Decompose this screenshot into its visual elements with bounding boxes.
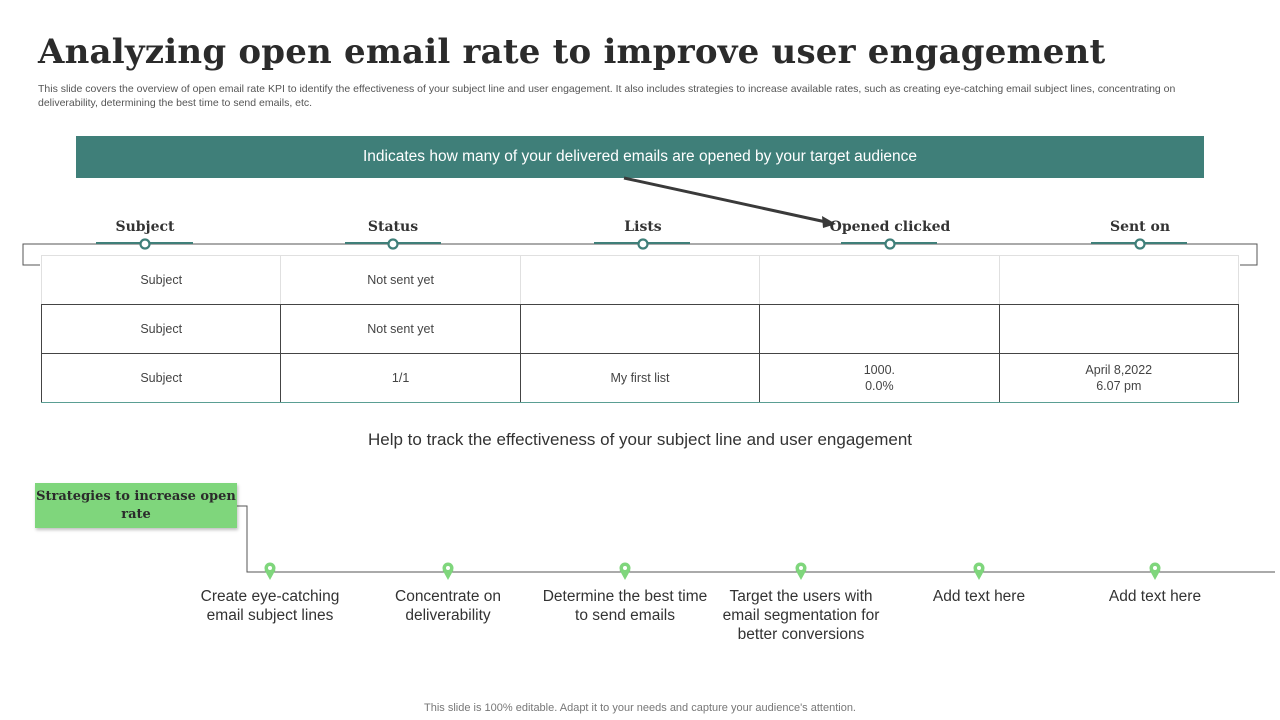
column-header-opened-clicked: Opened clicked xyxy=(829,219,951,235)
banner-arrow xyxy=(623,176,827,224)
table-row: Subject Not sent yet xyxy=(40,304,1240,354)
table-cell: Subject xyxy=(40,304,282,354)
map-pin-icon xyxy=(619,562,631,580)
table-cell: Subject xyxy=(40,353,282,403)
email-table: Subject Not sent yet Subject Not sent ye… xyxy=(40,255,1240,403)
strategy-step: Determine the best time to send emails xyxy=(542,588,708,624)
strategy-step: Concentrate on deliverability xyxy=(395,588,501,624)
map-pin-icon xyxy=(264,562,276,580)
table-cell: Not sent yet xyxy=(280,255,521,305)
strategies-label: Strategies to increase open rate xyxy=(35,483,237,528)
strategy-step: Target the users with email segmentation… xyxy=(722,588,880,643)
table-row: Subject Not sent yet xyxy=(40,255,1240,305)
footer-note: This slide is 100% editable. Adapt it to… xyxy=(424,702,856,714)
strategy-step: Add text here xyxy=(932,588,1026,605)
table-cell xyxy=(519,304,761,354)
table-cell: April 8,2022 6.07 pm xyxy=(998,353,1240,403)
table-cell xyxy=(519,255,761,305)
strategy-connector xyxy=(237,505,1275,573)
step-markers xyxy=(264,562,1161,580)
column-header-sent-on: Sent on xyxy=(1109,219,1171,235)
table-cell: 1/1 xyxy=(280,353,521,403)
strategy-step: Add text here xyxy=(1108,588,1202,605)
table-cell: 1000. 0.0% xyxy=(759,353,1000,403)
banner: Indicates how many of your delivered ema… xyxy=(76,136,1204,178)
table-cell: Subject xyxy=(40,255,282,305)
map-pin-icon xyxy=(1149,562,1161,580)
table-cell xyxy=(998,304,1240,354)
table-cell: Not sent yet xyxy=(280,304,521,354)
slide-title: Analyzing open email rate to improve use… xyxy=(38,32,1106,72)
table-cell xyxy=(998,255,1240,305)
strategy-step: Create eye-catching email subject lines xyxy=(200,588,340,624)
map-pin-icon xyxy=(795,562,807,580)
table-cell xyxy=(759,304,1000,354)
column-header-lists: Lists xyxy=(624,219,662,235)
map-pin-icon xyxy=(442,562,454,580)
table-row: Subject 1/1 My first list 1000. 0.0% Apr… xyxy=(40,353,1240,403)
column-header-status: Status xyxy=(367,219,419,235)
table-cell: My first list xyxy=(519,353,761,403)
help-text: Help to track the effectiveness of your … xyxy=(367,430,912,449)
slide-description: This slide covers the overview of open e… xyxy=(38,83,1176,109)
table-cell xyxy=(759,255,1000,305)
column-header-subject: Subject xyxy=(115,219,175,235)
header-markers xyxy=(96,238,1187,250)
map-pin-icon xyxy=(973,562,985,580)
